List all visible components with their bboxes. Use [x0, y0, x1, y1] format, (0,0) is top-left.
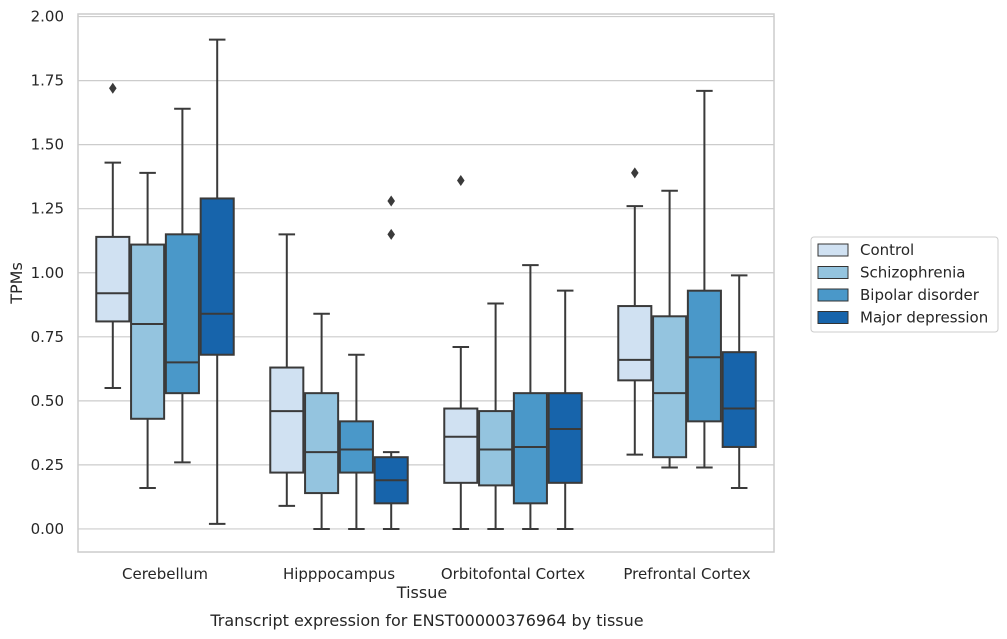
x-tick-labels: Cerebellum Hipppocampus Orbitofontal Corte… — [122, 565, 751, 583]
y-tick-label: 0.25 — [31, 456, 64, 474]
iqr-box — [547, 392, 583, 484]
y-tick-label: 0.50 — [31, 392, 64, 410]
box-control-prefrontal-cortex — [617, 167, 653, 456]
x-axis-label: Tissue — [396, 583, 447, 602]
y-axis-label: TPMs — [7, 262, 26, 305]
box-control-cerebellum — [95, 82, 131, 390]
box-major-depression-orbitofontal-cortex — [547, 289, 583, 530]
iqr-box — [721, 351, 757, 448]
iqr-box — [617, 305, 653, 382]
y-tick-label: 0.00 — [31, 520, 64, 538]
box-schizophrenia-hipppocampus — [304, 312, 340, 530]
legend-swatch — [817, 288, 849, 302]
legend-swatch — [817, 243, 849, 257]
x-tick-label: Hipppocampus — [283, 565, 395, 583]
iqr-box — [686, 289, 722, 423]
iqr-box — [338, 420, 374, 474]
outlier-point — [387, 228, 395, 240]
iqr-box — [512, 392, 548, 505]
iqr-box — [478, 410, 514, 487]
box-schizophrenia-orbitofontal-cortex — [478, 302, 514, 530]
x-tick-label: Cerebellum — [122, 565, 208, 583]
legend-label: Schizophrenia — [860, 264, 965, 282]
iqr-box — [269, 366, 305, 474]
outlier-point — [631, 167, 639, 179]
box-bipolar-disorder-cerebellum — [164, 107, 200, 464]
x-tick-label: Orbitofontal Cortex — [441, 565, 585, 583]
box-bipolar-disorder-hipppocampus — [338, 353, 374, 530]
y-tick-label: 1.00 — [31, 264, 64, 282]
legend-label: Bipolar disorder — [860, 286, 980, 304]
box-schizophrenia-prefrontal-cortex — [652, 189, 688, 469]
iqr-box — [130, 243, 166, 420]
box-control-orbitofontal-cortex — [443, 175, 479, 530]
iqr-box — [95, 235, 131, 323]
box-bipolar-disorder-prefrontal-cortex — [686, 89, 722, 469]
legend-swatch — [817, 311, 849, 324]
iqr-box — [652, 315, 688, 459]
y-tick-label: 1.50 — [31, 136, 64, 154]
outlier-point — [387, 195, 395, 207]
box-bipolar-disorder-orbitofontal-cortex — [512, 264, 548, 530]
plot-boxes — [95, 38, 757, 530]
box-control-hipppocampus — [269, 233, 305, 507]
legend-swatch — [817, 266, 849, 279]
chart-caption: Transcript expression for ENST0000037696… — [209, 611, 643, 630]
box-schizophrenia-cerebellum — [130, 171, 166, 489]
outlier-point — [457, 175, 465, 187]
y-tick-label: 1.25 — [31, 200, 64, 218]
y-tick-label: 2.00 — [31, 8, 64, 26]
outlier-point — [109, 82, 117, 94]
iqr-box — [199, 197, 235, 356]
y-tick-label: 1.75 — [31, 72, 64, 90]
iqr-box — [304, 392, 340, 495]
iqr-box — [164, 233, 200, 395]
legend-frame — [810, 236, 999, 333]
legend: Control Schizophrenia Bipolar disorder Majo… — [810, 236, 999, 333]
legend-label: Major depression — [860, 309, 988, 327]
plot-frame — [77, 13, 775, 553]
y-tick-label: 0.75 — [31, 328, 64, 346]
box-major-depression-cerebellum — [199, 38, 235, 525]
box-major-depression-hipppocampus — [373, 195, 409, 530]
y-tick-labels: 0.00 0.25 0.50 0.75 1.00 1.25 1.50 1.75 2.00 — [31, 8, 64, 538]
iqr-box — [443, 407, 479, 484]
box-major-depression-prefrontal-cortex — [721, 274, 757, 489]
x-tick-label: Prefrontal Cortex — [623, 565, 750, 583]
legend-label: Control — [860, 241, 914, 259]
